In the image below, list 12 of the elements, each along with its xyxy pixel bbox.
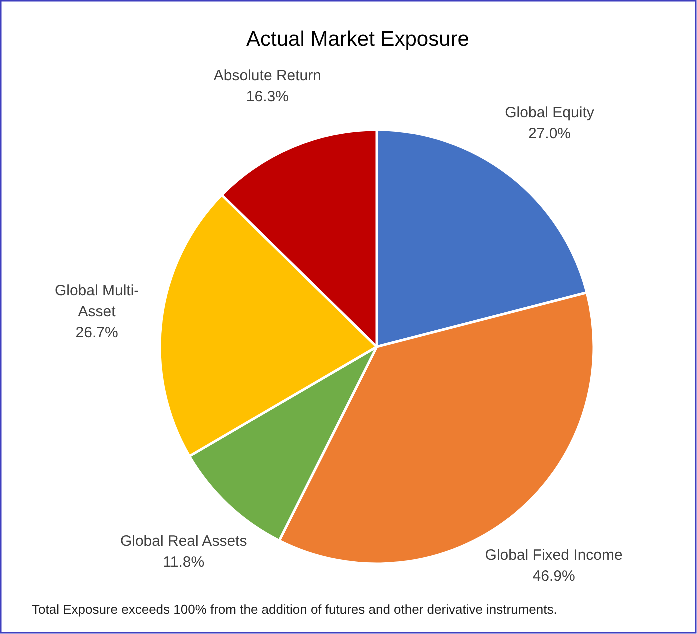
text: Total Exposure exceeds 100% from the addition of futures and other derivative instruments.	[32, 602, 558, 617]
slice-label: Global Fixed Income	[485, 547, 623, 564]
chart-title: Actual Market Exposure	[246, 28, 470, 51]
data-label: 26.7%	[76, 324, 118, 342]
data-label: 46.9%	[532, 568, 576, 586]
slice-label: Global Real Assets	[120, 533, 248, 550]
data-label: 11.8%	[163, 554, 205, 572]
slice-label: Absolute Return	[214, 67, 322, 84]
data-label: 27.0%	[528, 125, 572, 142]
slice-label: Global Multi-Asset	[54, 282, 140, 320]
slice-label: Global Equity	[505, 104, 595, 122]
data-label: 16.3%	[246, 88, 289, 106]
